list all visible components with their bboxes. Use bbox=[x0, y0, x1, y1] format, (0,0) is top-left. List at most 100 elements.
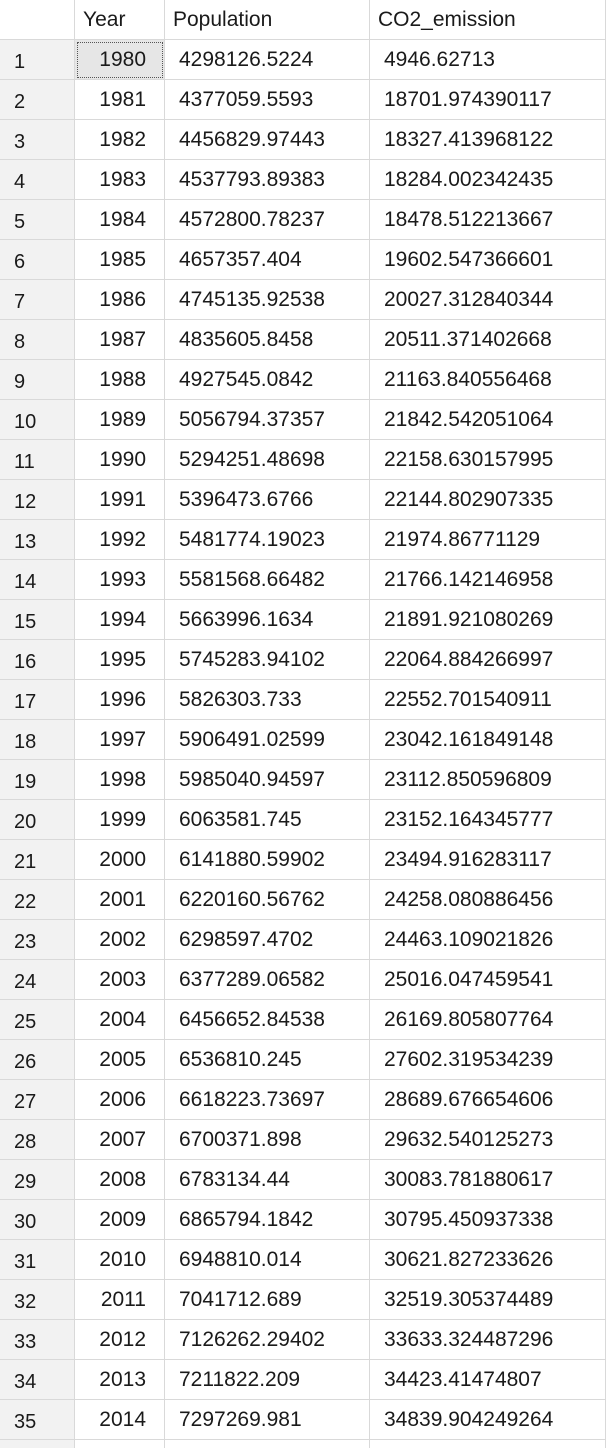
co2-emission-cell[interactable]: 30795.450937338 bbox=[370, 1200, 606, 1240]
table-row[interactable]: 26 2005 6536810.245 27602.319534239 bbox=[0, 1040, 606, 1080]
population-cell[interactable]: 4745135.92538 bbox=[165, 280, 370, 320]
table-row[interactable]: 29 2008 6783134.44 30083.781880617 bbox=[0, 1160, 606, 1200]
table-row[interactable]: 33 2012 7126262.29402 33633.324487296 bbox=[0, 1320, 606, 1360]
population-cell[interactable]: 4298126.5224 bbox=[165, 40, 370, 80]
co2-emission-cell[interactable]: 34423.41474807 bbox=[370, 1360, 606, 1400]
population-cell[interactable]: 5481774.19023 bbox=[165, 520, 370, 560]
table-row[interactable]: 34 2013 7211822.209 34423.41474807 bbox=[0, 1360, 606, 1400]
co2-emission-cell[interactable]: 25016.047459541 bbox=[370, 960, 606, 1000]
year-cell[interactable]: 2002 bbox=[75, 920, 165, 960]
table-row[interactable]: 17 1996 5826303.733 22552.701540911 bbox=[0, 680, 606, 720]
co2-emission-cell[interactable]: 21891.921080269 bbox=[370, 600, 606, 640]
column-header-year[interactable]: Year bbox=[75, 0, 165, 40]
year-cell[interactable]: 2011 bbox=[75, 1280, 165, 1320]
population-cell[interactable]: 5745283.94102 bbox=[165, 640, 370, 680]
co2-emission-cell[interactable]: 23112.850596809 bbox=[370, 760, 606, 800]
table-row[interactable]: 28 2007 6700371.898 29632.540125273 bbox=[0, 1120, 606, 1160]
population-cell[interactable]: 5826303.733 bbox=[165, 680, 370, 720]
table-row[interactable]: 30 2009 6865794.1842 30795.450937338 bbox=[0, 1200, 606, 1240]
year-cell[interactable]: 1990 bbox=[75, 440, 165, 480]
year-cell[interactable]: 1985 bbox=[75, 240, 165, 280]
year-cell[interactable]: 1992 bbox=[75, 520, 165, 560]
row-number-cell[interactable]: 24 bbox=[0, 960, 75, 1000]
year-cell[interactable]: 1980 bbox=[75, 40, 165, 80]
co2-emission-cell[interactable]: 20027.312840344 bbox=[370, 280, 606, 320]
row-number-cell[interactable]: 8 bbox=[0, 320, 75, 360]
row-number-cell[interactable]: 29 bbox=[0, 1160, 75, 1200]
year-cell[interactable]: 1991 bbox=[75, 480, 165, 520]
co2-emission-cell[interactable]: 30621.827233626 bbox=[370, 1240, 606, 1280]
population-cell[interactable]: 6948810.014 bbox=[165, 1240, 370, 1280]
year-cell[interactable]: 2001 bbox=[75, 880, 165, 920]
co2-emission-cell[interactable]: 27602.319534239 bbox=[370, 1040, 606, 1080]
table-row[interactable]: 6 1985 4657357.404 19602.547366601 bbox=[0, 240, 606, 280]
row-number-cell[interactable]: 26 bbox=[0, 1040, 75, 1080]
row-number-cell[interactable]: 9 bbox=[0, 360, 75, 400]
year-cell[interactable]: 2006 bbox=[75, 1080, 165, 1120]
row-number-cell[interactable]: 7 bbox=[0, 280, 75, 320]
population-cell[interactable]: 5056794.37357 bbox=[165, 400, 370, 440]
population-cell[interactable]: 7211822.209 bbox=[165, 1360, 370, 1400]
co2-emission-cell[interactable]: 30083.781880617 bbox=[370, 1160, 606, 1200]
year-cell[interactable]: 1994 bbox=[75, 600, 165, 640]
row-number-cell[interactable]: 12 bbox=[0, 480, 75, 520]
row-number-cell[interactable]: 25 bbox=[0, 1000, 75, 1040]
year-cell[interactable]: 1986 bbox=[75, 280, 165, 320]
year-cell[interactable]: 1984 bbox=[75, 200, 165, 240]
row-number-cell[interactable]: 1 bbox=[0, 40, 75, 80]
co2-emission-cell[interactable]: 20511.371402668 bbox=[370, 320, 606, 360]
year-cell[interactable]: 2007 bbox=[75, 1120, 165, 1160]
population-cell[interactable]: 5985040.94597 bbox=[165, 760, 370, 800]
row-number-cell[interactable]: 27 bbox=[0, 1080, 75, 1120]
population-cell[interactable]: 6456652.84538 bbox=[165, 1000, 370, 1040]
co2-emission-cell[interactable]: 21974.86771129 bbox=[370, 520, 606, 560]
row-number-cell[interactable]: 5 bbox=[0, 200, 75, 240]
row-number-cell[interactable]: 33 bbox=[0, 1320, 75, 1360]
year-cell[interactable]: 2014 bbox=[75, 1400, 165, 1440]
year-cell[interactable]: 2003 bbox=[75, 960, 165, 1000]
population-cell[interactable]: 5906491.02599 bbox=[165, 720, 370, 760]
table-row[interactable]: 24 2003 6377289.06582 25016.047459541 bbox=[0, 960, 606, 1000]
row-number-cell[interactable]: 31 bbox=[0, 1240, 75, 1280]
co2-emission-cell[interactable]: 24463.109021826 bbox=[370, 920, 606, 960]
table-row[interactable]: 35 2014 7297269.981 34839.904249264 bbox=[0, 1400, 606, 1440]
row-number-cell[interactable]: 6 bbox=[0, 240, 75, 280]
year-cell[interactable]: 1987 bbox=[75, 320, 165, 360]
row-number-cell[interactable]: 34 bbox=[0, 1360, 75, 1400]
co2-emission-cell[interactable]: 4946.62713 bbox=[370, 40, 606, 80]
population-cell[interactable]: 4835605.8458 bbox=[165, 320, 370, 360]
co2-emission-cell[interactable]: 18701.974390117 bbox=[370, 80, 606, 120]
co2-emission-cell[interactable]: 23152.164345777 bbox=[370, 800, 606, 840]
co2-emission-cell[interactable]: 34839.904249264 bbox=[370, 1400, 606, 1440]
row-number-cell[interactable]: 3 bbox=[0, 120, 75, 160]
row-number-cell[interactable]: 32 bbox=[0, 1280, 75, 1320]
co2-emission-cell[interactable]: 26169.805807764 bbox=[370, 1000, 606, 1040]
co2-emission-cell[interactable]: 21163.840556468 bbox=[370, 360, 606, 400]
co2-emission-cell[interactable]: 22064.884266997 bbox=[370, 640, 606, 680]
table-row[interactable]: 18 1997 5906491.02599 23042.161849148 bbox=[0, 720, 606, 760]
row-number-cell[interactable]: 2 bbox=[0, 80, 75, 120]
population-cell[interactable]: 7297269.981 bbox=[165, 1400, 370, 1440]
population-cell[interactable]: 5396473.6766 bbox=[165, 480, 370, 520]
table-row[interactable]: 25 2004 6456652.84538 26169.805807764 bbox=[0, 1000, 606, 1040]
year-cell[interactable]: 1995 bbox=[75, 640, 165, 680]
row-number-cell[interactable]: 22 bbox=[0, 880, 75, 920]
population-cell[interactable]: 5294251.48698 bbox=[165, 440, 370, 480]
population-cell[interactable]: 6700371.898 bbox=[165, 1120, 370, 1160]
year-cell[interactable]: 2009 bbox=[75, 1200, 165, 1240]
row-number-cell[interactable]: 21 bbox=[0, 840, 75, 880]
year-cell[interactable]: 2010 bbox=[75, 1240, 165, 1280]
co2-emission-cell[interactable]: 22144.802907335 bbox=[370, 480, 606, 520]
population-cell[interactable]: 6783134.44 bbox=[165, 1160, 370, 1200]
population-cell[interactable]: 4377059.5593 bbox=[165, 80, 370, 120]
table-row[interactable]: 5 1984 4572800.78237 18478.512213667 bbox=[0, 200, 606, 240]
year-cell[interactable]: 1989 bbox=[75, 400, 165, 440]
row-number-cell[interactable]: 15 bbox=[0, 600, 75, 640]
table-row[interactable]: 32 2011 7041712.689 32519.305374489 bbox=[0, 1280, 606, 1320]
population-cell[interactable]: 6536810.245 bbox=[165, 1040, 370, 1080]
year-cell[interactable]: 1998 bbox=[75, 760, 165, 800]
year-cell[interactable]: 1988 bbox=[75, 360, 165, 400]
table-row[interactable]: 19 1998 5985040.94597 23112.850596809 bbox=[0, 760, 606, 800]
co2-emission-cell[interactable]: 21842.542051064 bbox=[370, 400, 606, 440]
year-cell[interactable]: 2000 bbox=[75, 840, 165, 880]
